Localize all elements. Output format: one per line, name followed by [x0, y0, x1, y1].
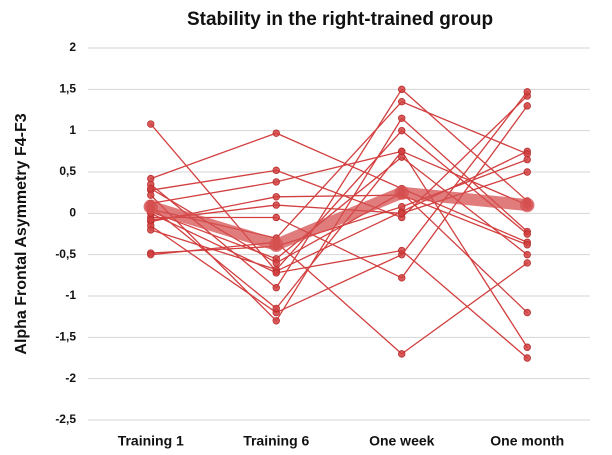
point-marker	[398, 126, 406, 135]
chart-title: Stability in the right-trained group	[187, 9, 493, 30]
point-marker	[272, 193, 280, 201]
point-marker	[523, 354, 531, 362]
point-marker	[523, 343, 531, 351]
point-marker	[398, 209, 406, 218]
point-marker	[272, 129, 280, 137]
point-marker	[147, 216, 155, 224]
point-marker	[523, 308, 531, 317]
point-marker	[398, 98, 406, 106]
point-marker	[398, 350, 406, 358]
y-tick-label: 2	[69, 40, 76, 54]
mean-line	[144, 186, 534, 251]
x-tick-label: Training 6	[243, 433, 309, 449]
point-marker	[272, 178, 280, 186]
series-line	[150, 105, 528, 279]
point-marker	[398, 85, 406, 94]
point-marker	[147, 191, 155, 199]
series-line	[150, 171, 528, 221]
series-line	[150, 150, 528, 310]
point-marker	[147, 250, 155, 259]
point-marker	[523, 88, 531, 96]
point-marker	[523, 250, 531, 259]
x-tick-label: One month	[490, 433, 564, 449]
y-tick-label: -2	[65, 371, 76, 385]
y-tick-label: -2,5	[55, 412, 76, 426]
y-tick-label: 1,5	[59, 82, 76, 96]
mean-marker	[143, 199, 158, 214]
series-line	[150, 241, 528, 355]
point-marker	[398, 203, 406, 211]
series-line	[150, 212, 528, 359]
y-tick-label: -0,5	[55, 247, 76, 261]
point-marker	[523, 102, 531, 110]
series-line	[150, 91, 528, 314]
point-marker	[398, 274, 406, 282]
point-marker	[523, 230, 531, 238]
point-marker	[523, 241, 531, 249]
series-line	[150, 158, 528, 254]
point-marker	[523, 168, 531, 176]
y-tick-label: 0,5	[59, 164, 76, 178]
point-marker	[272, 284, 280, 292]
x-tick-label: Training 1	[118, 433, 184, 449]
point-marker	[272, 304, 280, 313]
point-marker	[272, 259, 280, 267]
point-marker	[523, 155, 531, 164]
y-tick-label: -1,5	[55, 330, 76, 344]
point-marker	[398, 147, 406, 156]
series-line	[150, 150, 528, 348]
point-marker	[398, 114, 406, 122]
series-line	[150, 132, 528, 243]
mean-marker	[269, 237, 284, 252]
series-line	[150, 194, 528, 246]
y-tick-label: 1	[69, 123, 76, 137]
point-marker	[272, 166, 280, 175]
point-marker	[272, 317, 280, 325]
point-marker	[272, 213, 280, 222]
mean-marker	[394, 185, 409, 200]
y-tick-label: -1	[65, 288, 76, 302]
series-line	[150, 95, 528, 219]
point-marker	[523, 259, 531, 267]
series-line	[150, 156, 528, 260]
point-marker	[147, 226, 155, 234]
point-marker	[272, 201, 280, 209]
y-axis-label: Alpha Frontal Asymmetry F4-F3	[13, 113, 30, 354]
point-marker	[147, 184, 155, 193]
x-tick-label: One week	[369, 433, 435, 449]
point-marker	[398, 246, 406, 255]
mean-marker	[520, 197, 535, 213]
series-line	[150, 88, 528, 289]
y-tick-label: 0	[69, 206, 76, 220]
point-marker	[272, 269, 280, 277]
point-marker	[147, 120, 155, 128]
